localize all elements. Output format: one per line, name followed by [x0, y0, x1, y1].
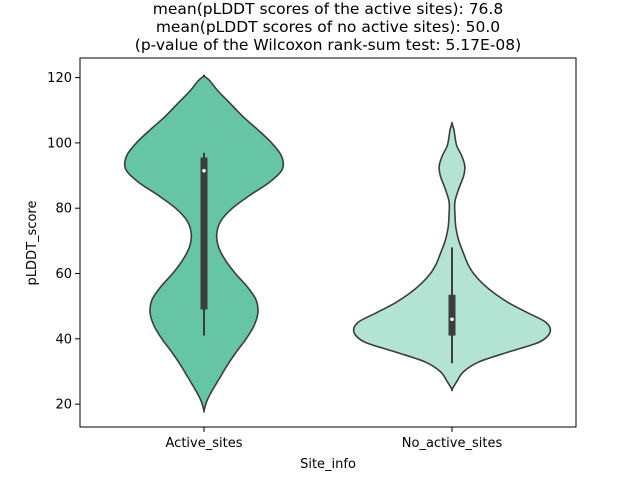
- y-tick-label-100: 100: [47, 136, 72, 151]
- y-tick-label-20: 20: [55, 398, 72, 413]
- iqr-box-no-active-sites: [448, 294, 456, 336]
- y-tick-label-120: 120: [47, 71, 72, 86]
- x-tick-label-no-active-sites: No_active_sites: [402, 436, 503, 451]
- y-axis-label: pLDDT_score: [25, 201, 40, 286]
- chart-title-line-1: mean(pLDDT scores of the active sites): …: [153, 0, 503, 18]
- y-tick-label-80: 80: [55, 202, 72, 217]
- violins-layer: [123, 74, 552, 413]
- y-axis: 20 40 60 80 100 120: [47, 71, 80, 413]
- median-dot-no-active-sites: [450, 317, 454, 322]
- chart-title-line-3: (p-value of the Wilcoxon rank-sum test: …: [135, 36, 521, 54]
- chart-title-line-2: mean(pLDDT scores of no active sites): 5…: [156, 18, 500, 36]
- y-tick-label-60: 60: [55, 267, 72, 282]
- plot-frame: [79, 57, 577, 428]
- median-dot-active-sites: [202, 168, 206, 173]
- y-tick-label-40: 40: [55, 332, 72, 347]
- x-tick-label-active-sites: Active_sites: [166, 436, 243, 451]
- iqr-box-active-sites: [200, 157, 208, 310]
- x-axis: Active_sites No_active_sites: [166, 427, 503, 451]
- x-axis-label: Site_info: [300, 457, 356, 472]
